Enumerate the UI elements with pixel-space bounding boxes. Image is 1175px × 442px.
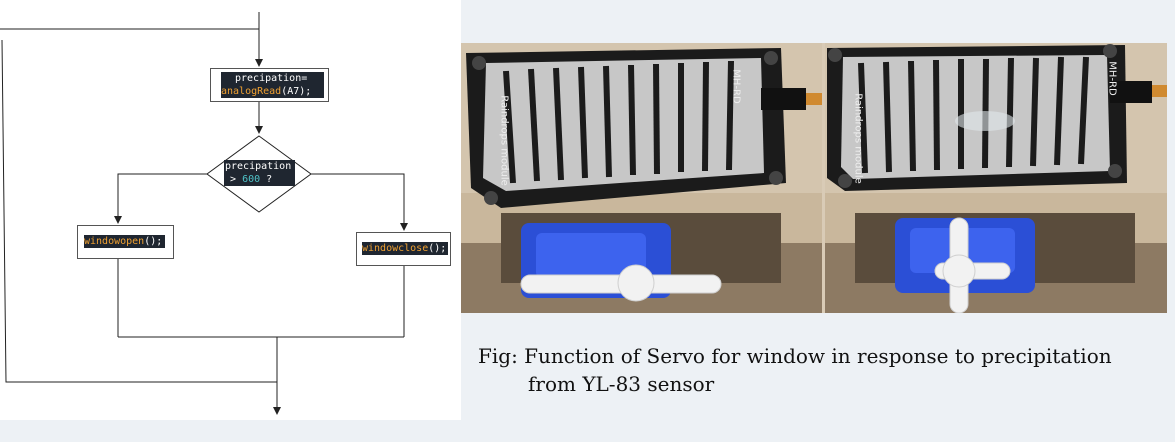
photo-closed-state: Raindrops module MH-RD bbox=[825, 43, 1167, 313]
photo-panel: Raindrops module MH-RD bbox=[461, 43, 1167, 313]
windowopen-box: windowopen(); bbox=[77, 225, 174, 259]
left-loop-line bbox=[1, 39, 277, 383]
yes-branch-arrow bbox=[114, 173, 207, 224]
caption-line-2: from YL-83 sensor bbox=[528, 372, 715, 396]
flowchart-connectors bbox=[0, 12, 408, 415]
caption-line-1: Fig: Function of Servo for window in res… bbox=[478, 344, 1112, 368]
module-label-left: Raindrops module bbox=[498, 95, 510, 186]
figure-caption: Fig: Function of Servo for window in res… bbox=[478, 342, 1158, 398]
decision-var-text: precipation bbox=[225, 161, 292, 172]
flowchart-panel: precipation= analogRead(A7); precipation… bbox=[0, 0, 461, 420]
open-parens-text: (); bbox=[144, 236, 163, 247]
decision-value-text: 600 bbox=[242, 174, 261, 185]
sensor-photo-right bbox=[825, 43, 1167, 313]
close-parens-text: (); bbox=[428, 243, 447, 254]
decision-op-text: > bbox=[230, 174, 237, 185]
no-branch-arrow bbox=[311, 173, 408, 231]
module-label-right: Raindrops module bbox=[852, 93, 864, 184]
open-call-text: windowopen bbox=[84, 236, 145, 247]
decision-label: precipation > 600 ? bbox=[224, 160, 295, 186]
assign-func-text: analogRead bbox=[221, 86, 282, 97]
brand-label-right: MH-RD bbox=[1106, 61, 1118, 96]
sensor-photo-left bbox=[461, 43, 822, 313]
close-call-text: windowclose bbox=[362, 243, 429, 254]
brand-label-left: MH-RD bbox=[730, 69, 742, 104]
assignment-box: precipation= analogRead(A7); bbox=[210, 68, 329, 102]
photo-open-state: Raindrops module MH-RD bbox=[461, 43, 822, 313]
assign-var-text: precipation= bbox=[235, 73, 308, 84]
decision-q-text: ? bbox=[266, 174, 273, 185]
windowclose-box: windowclose(); bbox=[356, 232, 451, 266]
assign-args-text: (A7); bbox=[281, 86, 312, 97]
